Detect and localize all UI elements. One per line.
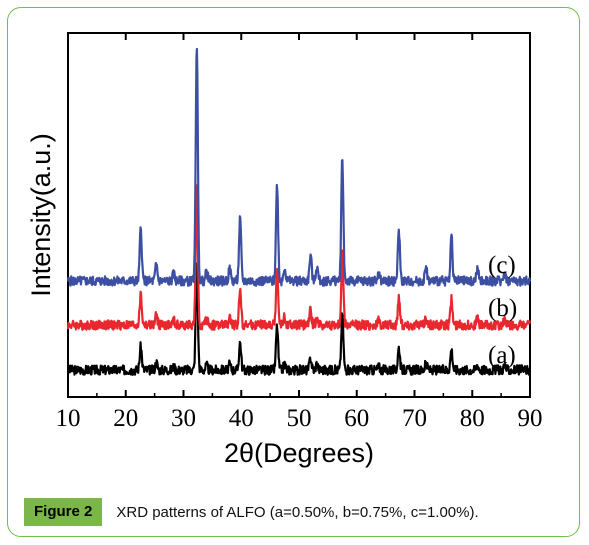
x-tick-label: 80 <box>460 405 485 432</box>
x-axis-label: 2θ(Degrees) <box>224 438 374 468</box>
x-tick-label: 20 <box>113 405 138 432</box>
x-tick-label: 90 <box>518 405 543 432</box>
x-tick-label: 70 <box>402 405 427 432</box>
x-tick-label: 50 <box>287 405 312 432</box>
series-label-b: (b) <box>488 295 517 322</box>
x-tick-label: 30 <box>171 405 196 432</box>
x-tick-label: 60 <box>344 405 369 432</box>
figure-frame <box>7 7 580 537</box>
plot-frame <box>67 32 531 398</box>
x-tick-label: 10 <box>56 405 81 432</box>
label-layer: (a) (b) (c) <box>488 252 517 369</box>
axes: 10 20 30 40 50 60 70 80 90 2θ(Degrees) Intensity(a… <box>26 32 543 468</box>
series-layer <box>66 47 532 376</box>
series-label-a: (a) <box>488 342 516 369</box>
x-tick-label: 40 <box>229 405 254 432</box>
caption-label: Figure 2 <box>24 498 103 526</box>
figure-caption: Figure 2 XRD patterns of ALFO (a=0.50%, … <box>24 497 564 527</box>
y-axis-label: Intensity(a.u.) <box>26 133 56 297</box>
series-label-c: (c) <box>488 252 516 279</box>
series-line-c <box>66 47 532 287</box>
series-line-a <box>66 262 532 376</box>
caption-text: XRD patterns of ALFO (a=0.50%, b=0.75%, … <box>116 503 479 521</box>
series-line-b <box>66 184 532 331</box>
